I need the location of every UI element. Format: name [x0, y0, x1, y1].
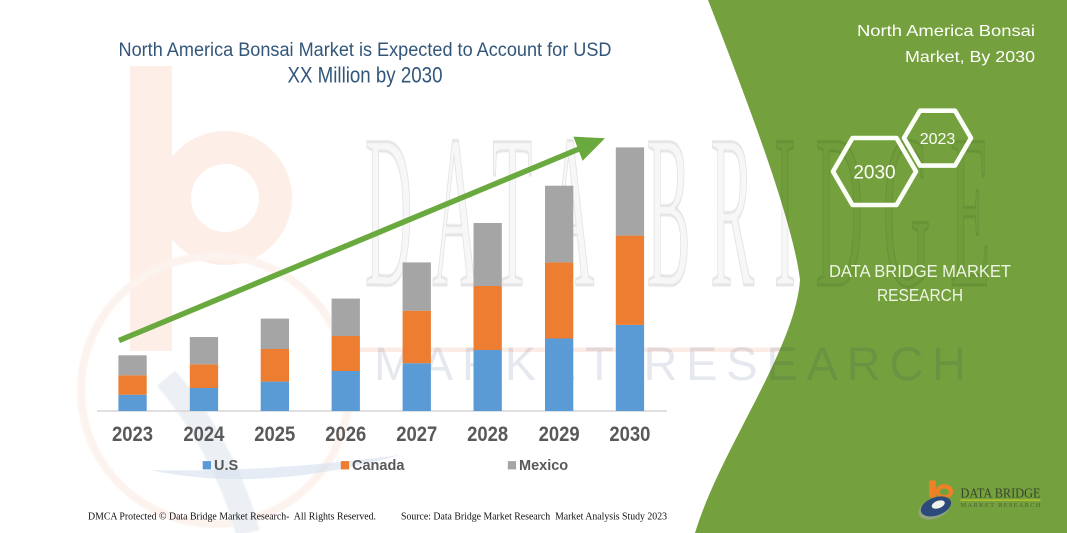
svg-text:2025: 2025 — [254, 423, 295, 446]
svg-text:2023: 2023 — [920, 131, 956, 148]
svg-text:DATA BRIDGE: DATA BRIDGE — [961, 486, 1041, 501]
svg-text:DATA BRIDGE MARKET: DATA BRIDGE MARKET — [829, 261, 1011, 281]
svg-text:DMCA Protected © Data Bridge M: DMCA Protected © Data Bridge Market Rese… — [88, 511, 376, 523]
svg-text:MARKET RESEARCH: MARKET RESEARCH — [961, 502, 1041, 509]
svg-text:DATA BRIDGE: DATA BRIDGE — [365, 90, 1010, 332]
svg-text:2023: 2023 — [112, 423, 153, 446]
svg-text:XX Million by 2030: XX Million by 2030 — [288, 63, 443, 88]
svg-text:2027: 2027 — [396, 423, 437, 446]
svg-text:North America Bonsai Market is: North America Bonsai Market is Expected … — [119, 40, 612, 61]
svg-text:U.S: U.S — [214, 458, 239, 474]
svg-text:2024: 2024 — [183, 423, 224, 446]
svg-text:Source: Data Bridge Market Res: Source: Data Bridge Market Research Mark… — [401, 511, 667, 523]
svg-text:2026: 2026 — [325, 423, 366, 446]
svg-text:2030: 2030 — [609, 423, 650, 446]
svg-text:2029: 2029 — [539, 423, 580, 446]
svg-text:MARKET RESEARCH: MARKET RESEARCH — [374, 337, 966, 390]
svg-text:RESEARCH: RESEARCH — [877, 285, 963, 305]
svg-text:2028: 2028 — [467, 423, 508, 446]
svg-text:North America Bonsai: North America Bonsai — [857, 23, 1035, 40]
svg-text:2030: 2030 — [853, 163, 895, 184]
svg-text:Market, By 2030: Market, By 2030 — [905, 49, 1035, 66]
svg-text:Canada: Canada — [352, 458, 405, 474]
svg-text:Mexico: Mexico — [519, 458, 568, 474]
